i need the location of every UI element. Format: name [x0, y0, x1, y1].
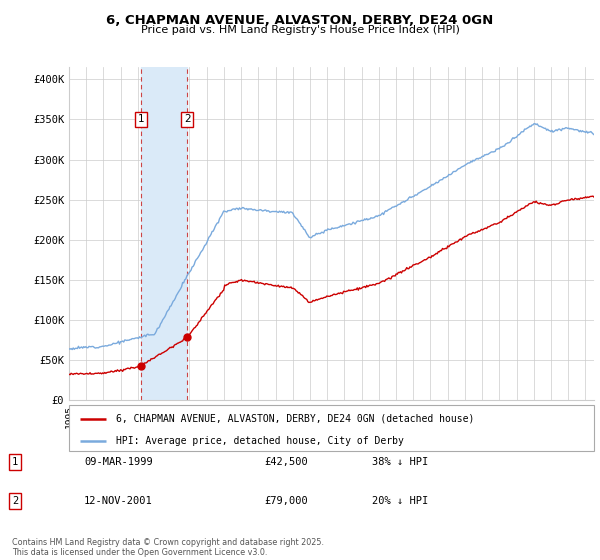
- Text: 2: 2: [184, 114, 191, 124]
- Text: £42,500: £42,500: [264, 457, 308, 467]
- Text: Price paid vs. HM Land Registry's House Price Index (HPI): Price paid vs. HM Land Registry's House …: [140, 25, 460, 35]
- Text: 38% ↓ HPI: 38% ↓ HPI: [372, 457, 428, 467]
- Text: Contains HM Land Registry data © Crown copyright and database right 2025.
This d: Contains HM Land Registry data © Crown c…: [12, 538, 324, 557]
- Text: HPI: Average price, detached house, City of Derby: HPI: Average price, detached house, City…: [116, 436, 404, 446]
- Text: 09-MAR-1999: 09-MAR-1999: [84, 457, 153, 467]
- Text: 20% ↓ HPI: 20% ↓ HPI: [372, 496, 428, 506]
- Text: 6, CHAPMAN AVENUE, ALVASTON, DERBY, DE24 0GN (detached house): 6, CHAPMAN AVENUE, ALVASTON, DERBY, DE24…: [116, 414, 475, 424]
- Text: 1: 1: [12, 457, 18, 467]
- Text: 12-NOV-2001: 12-NOV-2001: [84, 496, 153, 506]
- Bar: [141, 67, 187, 400]
- Text: £79,000: £79,000: [264, 496, 308, 506]
- Text: 1: 1: [138, 114, 145, 124]
- Text: 2: 2: [12, 496, 18, 506]
- Text: 6, CHAPMAN AVENUE, ALVASTON, DERBY, DE24 0GN: 6, CHAPMAN AVENUE, ALVASTON, DERBY, DE24…: [106, 14, 494, 27]
